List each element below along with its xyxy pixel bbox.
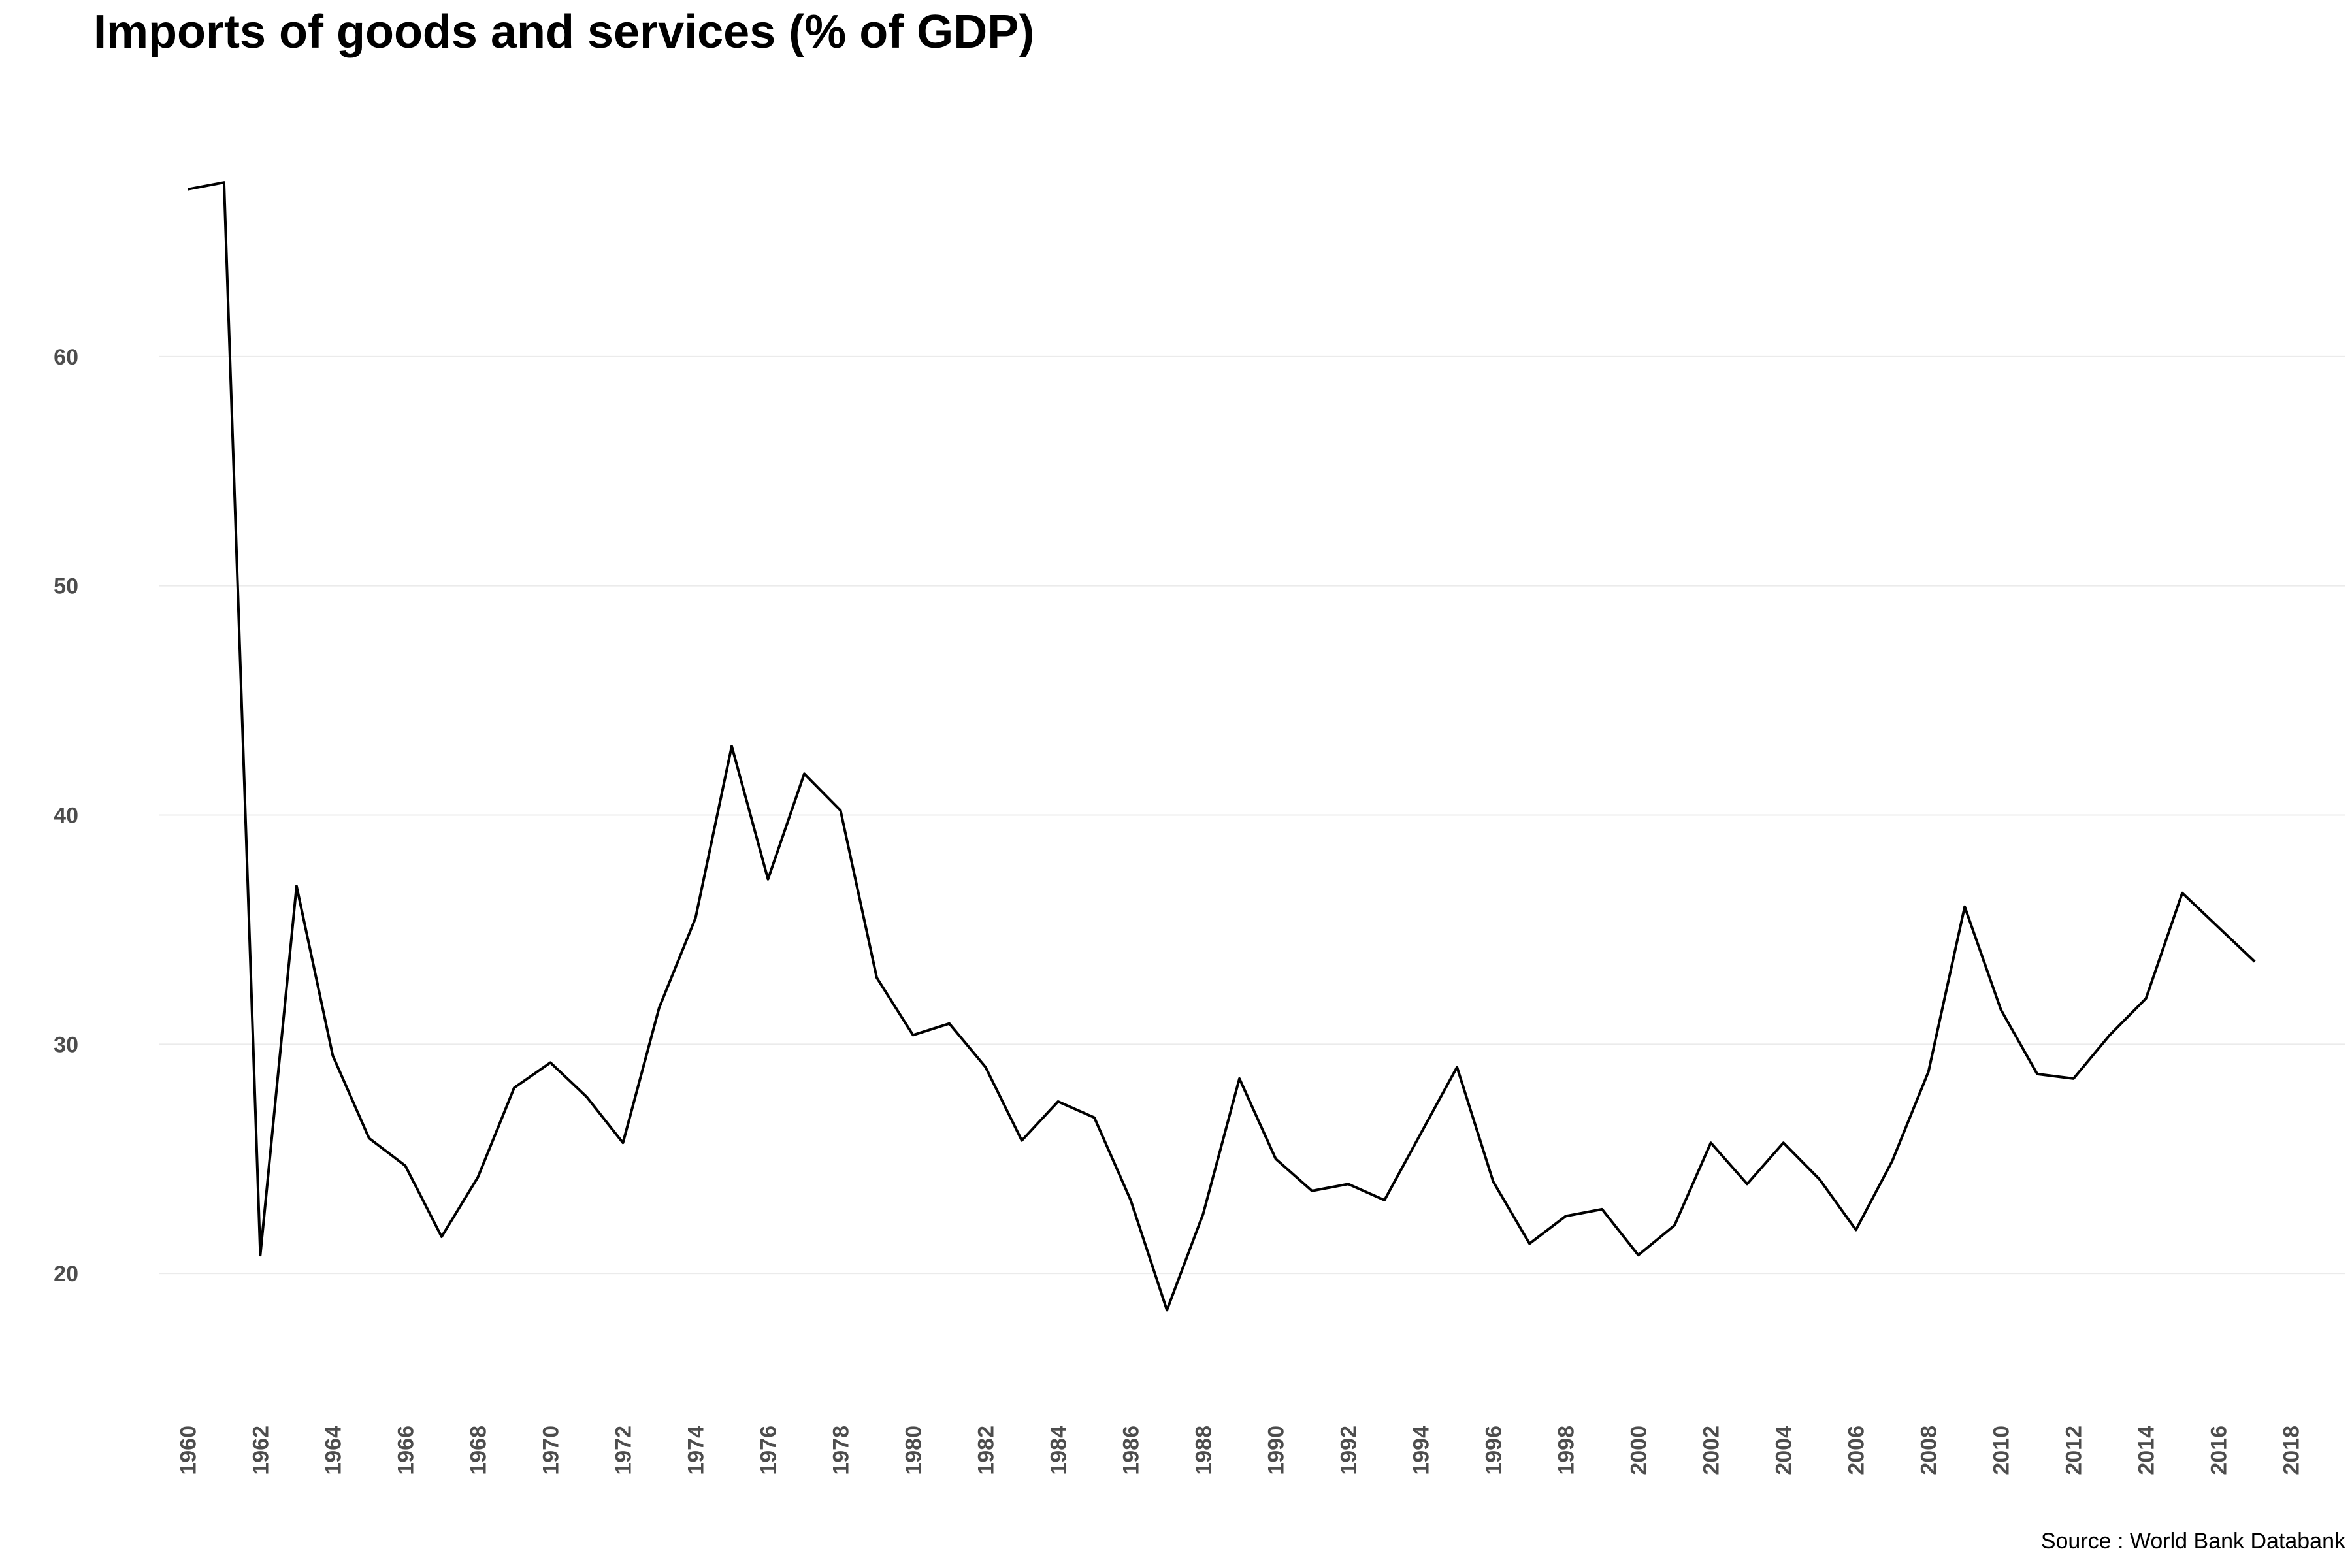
y-tick-label: 20	[54, 1262, 78, 1286]
gridlines	[159, 355, 2345, 1275]
x-tick-label: 1980	[902, 1426, 926, 1475]
x-tick-label: 1990	[1264, 1426, 1289, 1475]
x-tick-label: 1996	[1482, 1426, 1507, 1475]
x-tick-label: 2000	[1627, 1426, 1652, 1475]
x-tick-label: 1962	[248, 1426, 273, 1475]
x-tick-label: 2004	[1772, 1426, 1797, 1475]
series-group	[188, 181, 2256, 1312]
x-tick-label: 2014	[2134, 1426, 2159, 1475]
x-tick-label: 2016	[2207, 1426, 2232, 1475]
x-tick-label: 1960	[176, 1426, 201, 1475]
x-tick-label: 1998	[1554, 1426, 1579, 1475]
x-tick-label: 1982	[974, 1426, 999, 1475]
x-tick-label: 1992	[1337, 1426, 1362, 1475]
y-axis-tick-labels: 20 30 40 50 60	[54, 345, 78, 1286]
y-tick-label: 50	[54, 574, 78, 599]
x-tick-label: 2018	[2279, 1426, 2304, 1475]
x-axis-tick-labels: 1960 1962 1964 1966 1968 1970 1972 1974 1976 1978…	[176, 1426, 2304, 1475]
x-tick-label: 2012	[2062, 1426, 2087, 1475]
x-tick-label: 1994	[1409, 1426, 1434, 1475]
source-caption: Source : World Bank Databank	[2040, 1529, 2345, 1554]
x-tick-label: 1978	[829, 1426, 854, 1475]
x-tick-label: 2006	[1844, 1426, 1869, 1475]
x-tick-label: 2002	[1699, 1426, 1724, 1475]
x-tick-label: 2010	[1989, 1426, 2014, 1475]
x-tick-label: 2008	[1917, 1426, 1942, 1475]
y-tick-label: 30	[54, 1032, 78, 1057]
x-tick-label: 1988	[1192, 1426, 1217, 1475]
x-tick-label: 1976	[756, 1426, 781, 1475]
y-tick-label: 60	[54, 345, 78, 370]
chart-title: Imports of goods and services (% of GDP)	[93, 6, 1035, 58]
x-tick-label: 1970	[538, 1426, 563, 1475]
series-line	[188, 181, 2256, 1312]
x-tick-label: 1974	[683, 1426, 708, 1475]
y-tick-label: 40	[54, 803, 78, 828]
x-tick-label: 1986	[1119, 1426, 1144, 1475]
x-tick-label: 1968	[466, 1426, 491, 1475]
x-tick-label: 1972	[611, 1426, 636, 1475]
x-tick-label: 1966	[393, 1426, 418, 1475]
x-tick-label: 1984	[1047, 1426, 1071, 1475]
x-tick-label: 1964	[321, 1426, 346, 1475]
